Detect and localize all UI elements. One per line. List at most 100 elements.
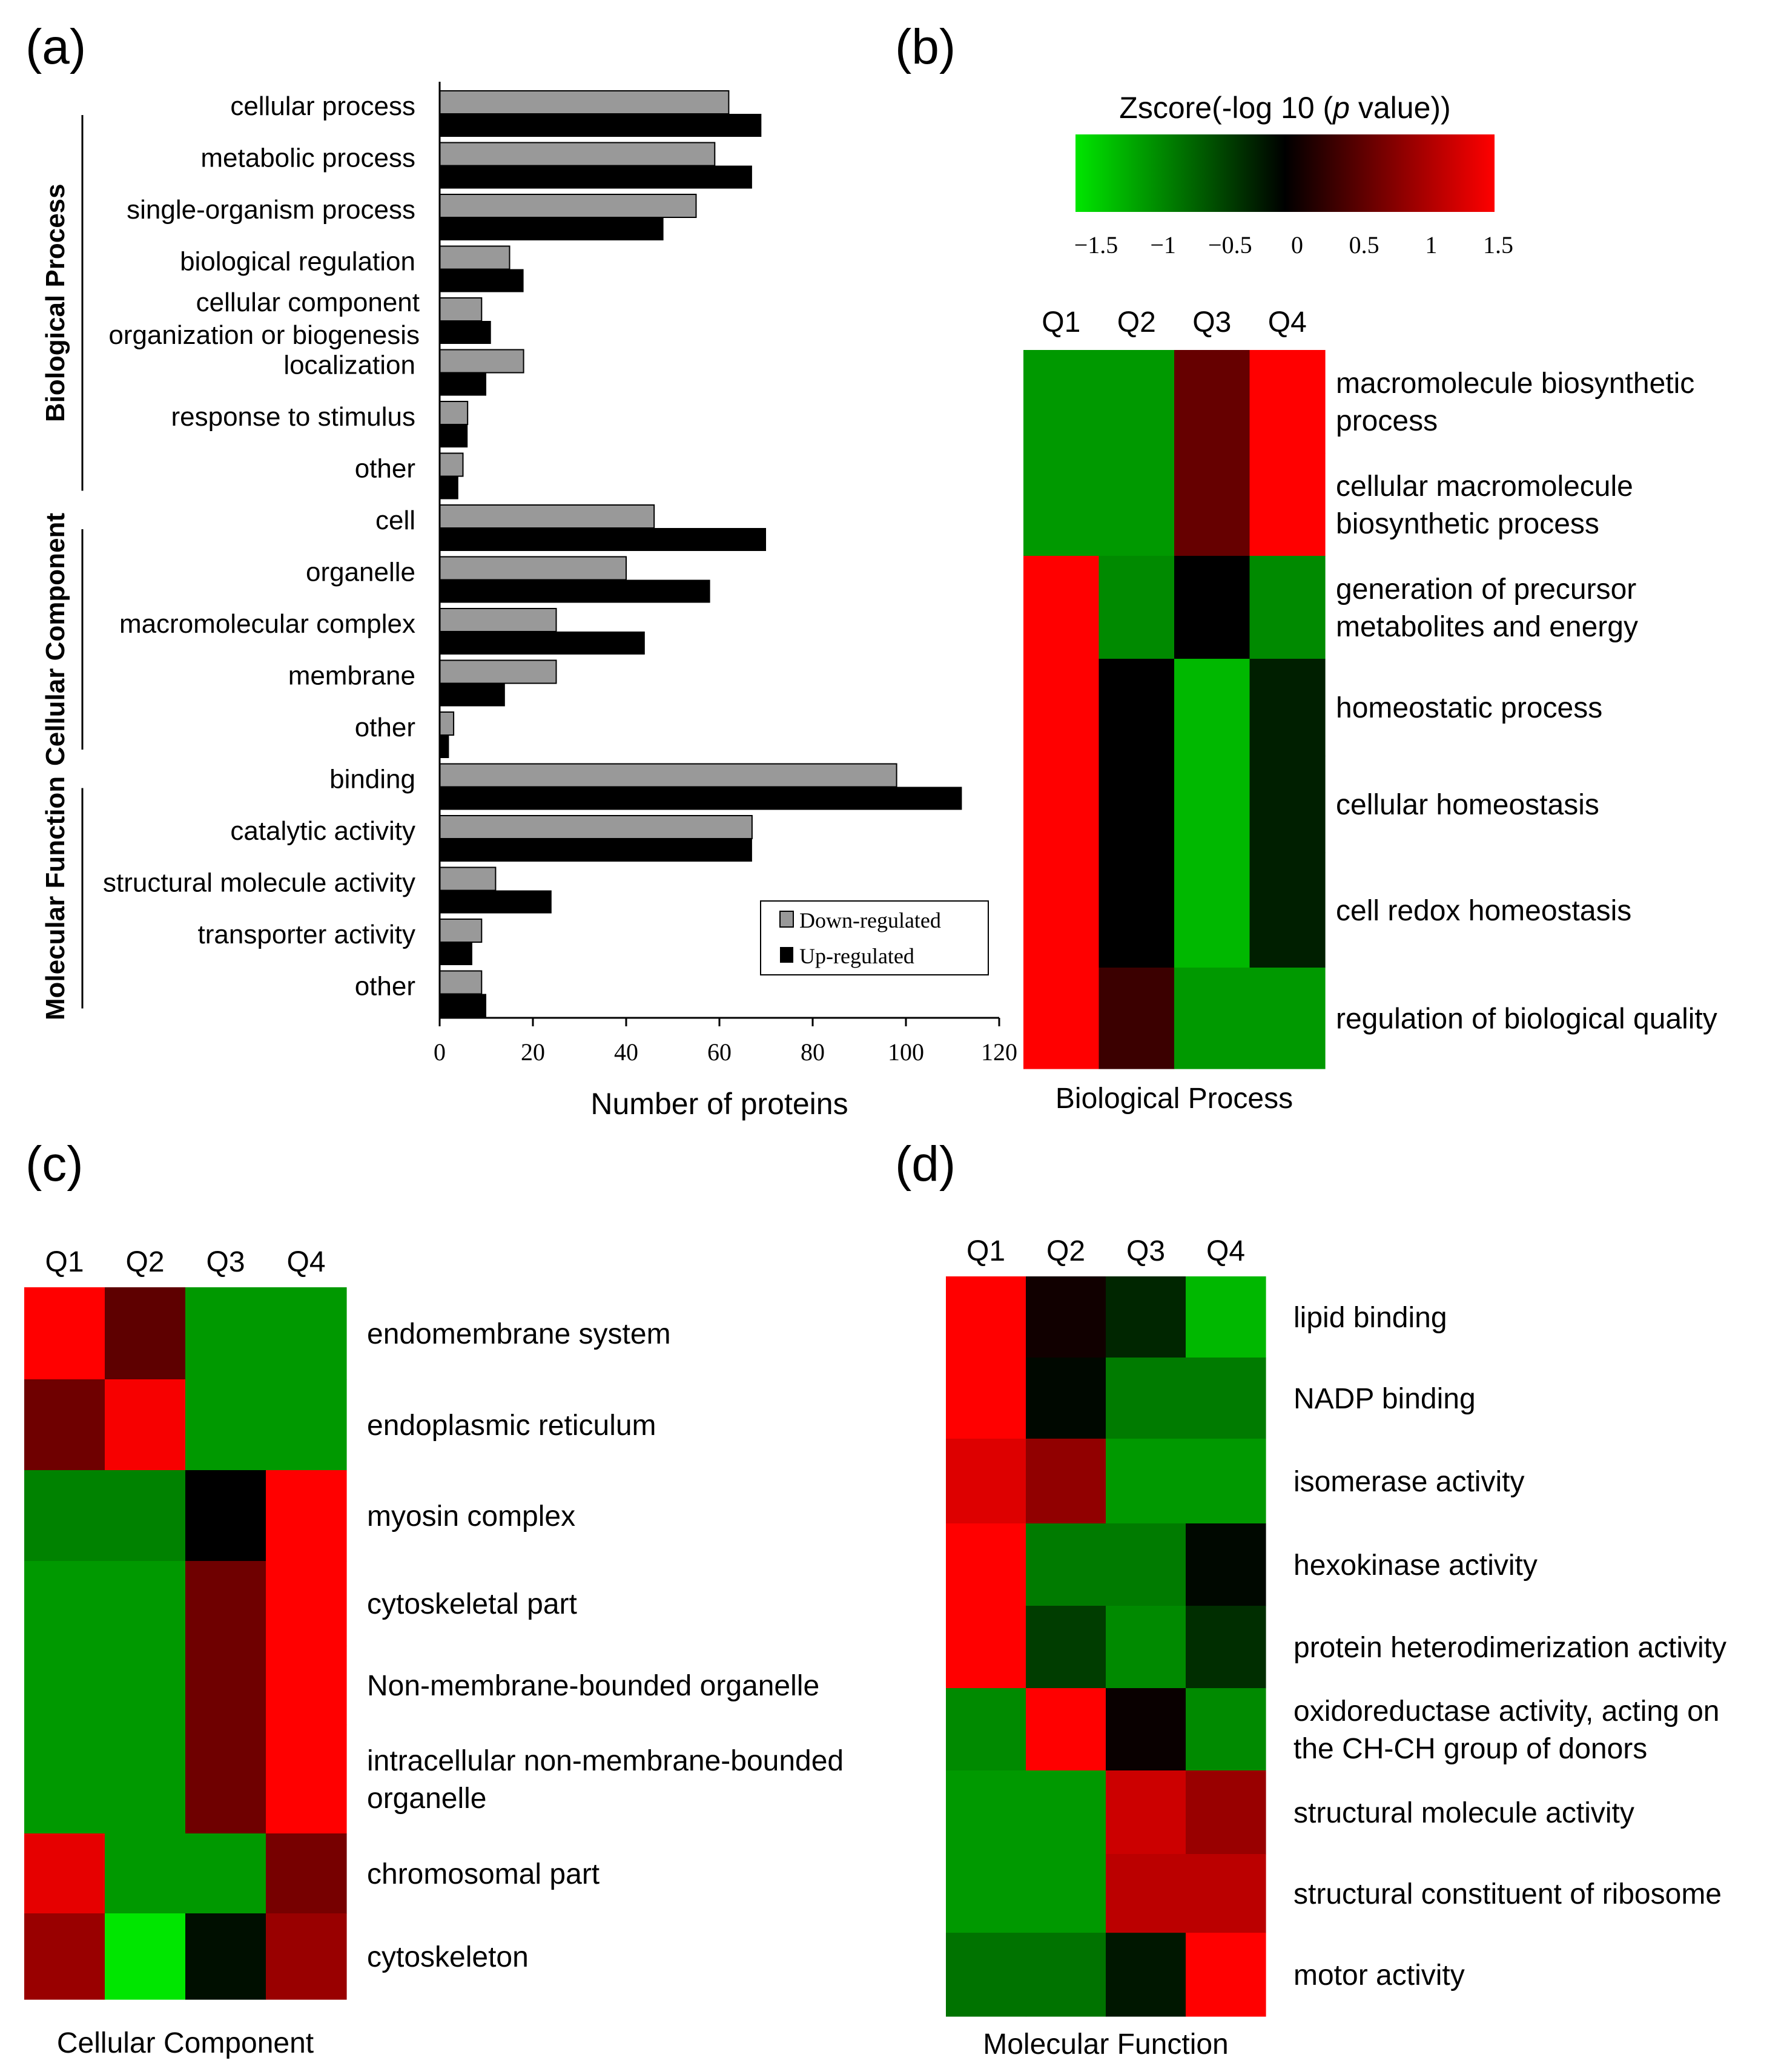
- heatmap-cell: [105, 1833, 186, 1914]
- heatmap-cell: [24, 1287, 105, 1380]
- heatmap-cell: [1098, 556, 1175, 659]
- panel-c-heatmap: Q1 Q2 Q3 Q4 endomembrane system endoplasmic r…: [24, 1246, 844, 2059]
- heatmap-cell: [185, 1561, 266, 1646]
- column-header-q4: Q4: [286, 1246, 325, 1278]
- heatmap-cell: [1174, 556, 1250, 659]
- bar-up-regulated: [440, 372, 486, 396]
- column-header-q1: Q1: [1042, 306, 1080, 338]
- bar-up-regulated: [440, 942, 472, 965]
- column-header-q2: Q2: [125, 1246, 164, 1278]
- heatmap-cell: [1249, 659, 1326, 756]
- heatmap-cell: [185, 1470, 266, 1562]
- heatmap-cell: [24, 1833, 105, 1914]
- heatmap-cell: [1186, 1933, 1266, 2017]
- heatmap-cell: [1023, 350, 1100, 454]
- heatmap-cell: [105, 1470, 186, 1562]
- heatmap-cell: [1098, 350, 1175, 454]
- heatmap-cell: [1249, 556, 1326, 659]
- bar-up-regulated: [440, 528, 766, 551]
- category-label: organelle: [306, 558, 415, 587]
- category-label: other: [355, 713, 415, 742]
- bar-down-regulated: [439, 452, 464, 477]
- row-label: process: [1336, 405, 1438, 437]
- heatmap-cell: [185, 1379, 266, 1471]
- category-label: cell: [375, 506, 415, 535]
- colorbar-tick-label: −1: [1150, 231, 1176, 259]
- heatmap-cell: [1106, 1523, 1186, 1606]
- category-label: membrane: [288, 661, 415, 691]
- heatmap-cell: [185, 1646, 266, 1725]
- heatmap-cell: [946, 1933, 1026, 2017]
- heatmap-cell: [1106, 1358, 1186, 1439]
- column-header-q3: Q3: [1126, 1235, 1165, 1267]
- heatmap-cell: [1174, 853, 1250, 968]
- heatmap-cell: [1098, 659, 1175, 756]
- heatmap-cell: [266, 1724, 347, 1834]
- bar-up-regulated: [440, 165, 752, 189]
- row-label: myosin complex: [367, 1500, 575, 1533]
- heatmap-cell: [185, 1833, 266, 1914]
- category-label: other: [355, 454, 415, 484]
- category-label: localization: [283, 351, 415, 380]
- row-label: chromosomal part: [367, 1858, 600, 1890]
- heatmap-cell: [946, 1688, 1026, 1771]
- row-label: the CH-CH group of donors: [1293, 1733, 1647, 1765]
- heatmap-cell: [266, 1379, 347, 1471]
- column-header-q2: Q2: [1117, 306, 1156, 338]
- category-label: organization or biogenesis: [108, 320, 420, 350]
- colorbar-tick-label: 1.5: [1483, 231, 1513, 259]
- heatmap-cell: [1249, 350, 1326, 454]
- bar-down-regulated: [439, 504, 655, 529]
- group-label: Cellular Component: [41, 513, 70, 766]
- x-tick-label: 100: [888, 1038, 924, 1066]
- row-label: NADP binding: [1293, 1383, 1476, 1415]
- row-label: lipid binding: [1293, 1302, 1447, 1334]
- heatmap-cell: [946, 1770, 1026, 1855]
- heatmap-cell: [185, 1287, 266, 1380]
- heatmap-cell: [1023, 556, 1100, 659]
- bar-down-regulated: [439, 297, 483, 322]
- bar-down-regulated: [439, 194, 697, 218]
- column-header-q4: Q4: [1268, 306, 1307, 338]
- colorbar-tick-label: −0.5: [1208, 231, 1252, 259]
- row-label: cell redox homeostasis: [1336, 895, 1631, 927]
- heatmap-cell: [266, 1561, 347, 1646]
- heatmap-cell: [24, 1646, 105, 1725]
- heatmap-cell: [1249, 453, 1326, 556]
- row-label: structural molecule activity: [1293, 1797, 1634, 1829]
- panel-a-label: (a): [25, 19, 86, 74]
- bar-up-regulated: [440, 114, 762, 137]
- heatmap-cell: [1026, 1606, 1106, 1689]
- heatmap-cell: [1174, 968, 1250, 1069]
- bar-up-regulated: [440, 321, 491, 344]
- heatmap-cell: [1098, 756, 1175, 853]
- category-label: cellular component: [196, 288, 420, 317]
- panel-a-bar-chart: cellular process metabolic process single-…: [41, 82, 1017, 1121]
- bar-down-regulated: [439, 556, 627, 581]
- heatmap-cell: [105, 1561, 186, 1646]
- bar-down-regulated: [439, 608, 557, 632]
- heatmap-cell: [1106, 1854, 1186, 1933]
- heatmap-cell: [1106, 1770, 1186, 1855]
- panel-d-label: (d): [895, 1137, 956, 1192]
- heatmap-cell: [1026, 1358, 1106, 1439]
- heatmap-cell: [946, 1276, 1026, 1358]
- heatmap-cell: [105, 1379, 186, 1471]
- heatmap-cell: [1023, 756, 1100, 853]
- heatmap-title: Cellular Component: [57, 2027, 314, 2059]
- heatmap-cell: [1186, 1688, 1266, 1771]
- category-label: single-organism process: [127, 195, 415, 225]
- x-tick-label: 40: [614, 1038, 638, 1066]
- heatmap-cell: [1186, 1358, 1266, 1439]
- heatmap-cell: [1026, 1688, 1106, 1771]
- heatmap-cell: [105, 1287, 186, 1380]
- bar-down-regulated: [439, 970, 483, 995]
- row-label: structural constituent of ribosome: [1293, 1878, 1722, 1910]
- category-label: binding: [329, 765, 415, 794]
- legend-swatch-down: [779, 911, 794, 928]
- bar-up-regulated: [440, 424, 468, 447]
- heatmap-cell: [1106, 1439, 1186, 1524]
- heatmap-cell: [105, 1913, 186, 2000]
- colorbar-ticks: −1.5 −1 −0.5 0 0.5 1 1.5: [1074, 231, 1513, 259]
